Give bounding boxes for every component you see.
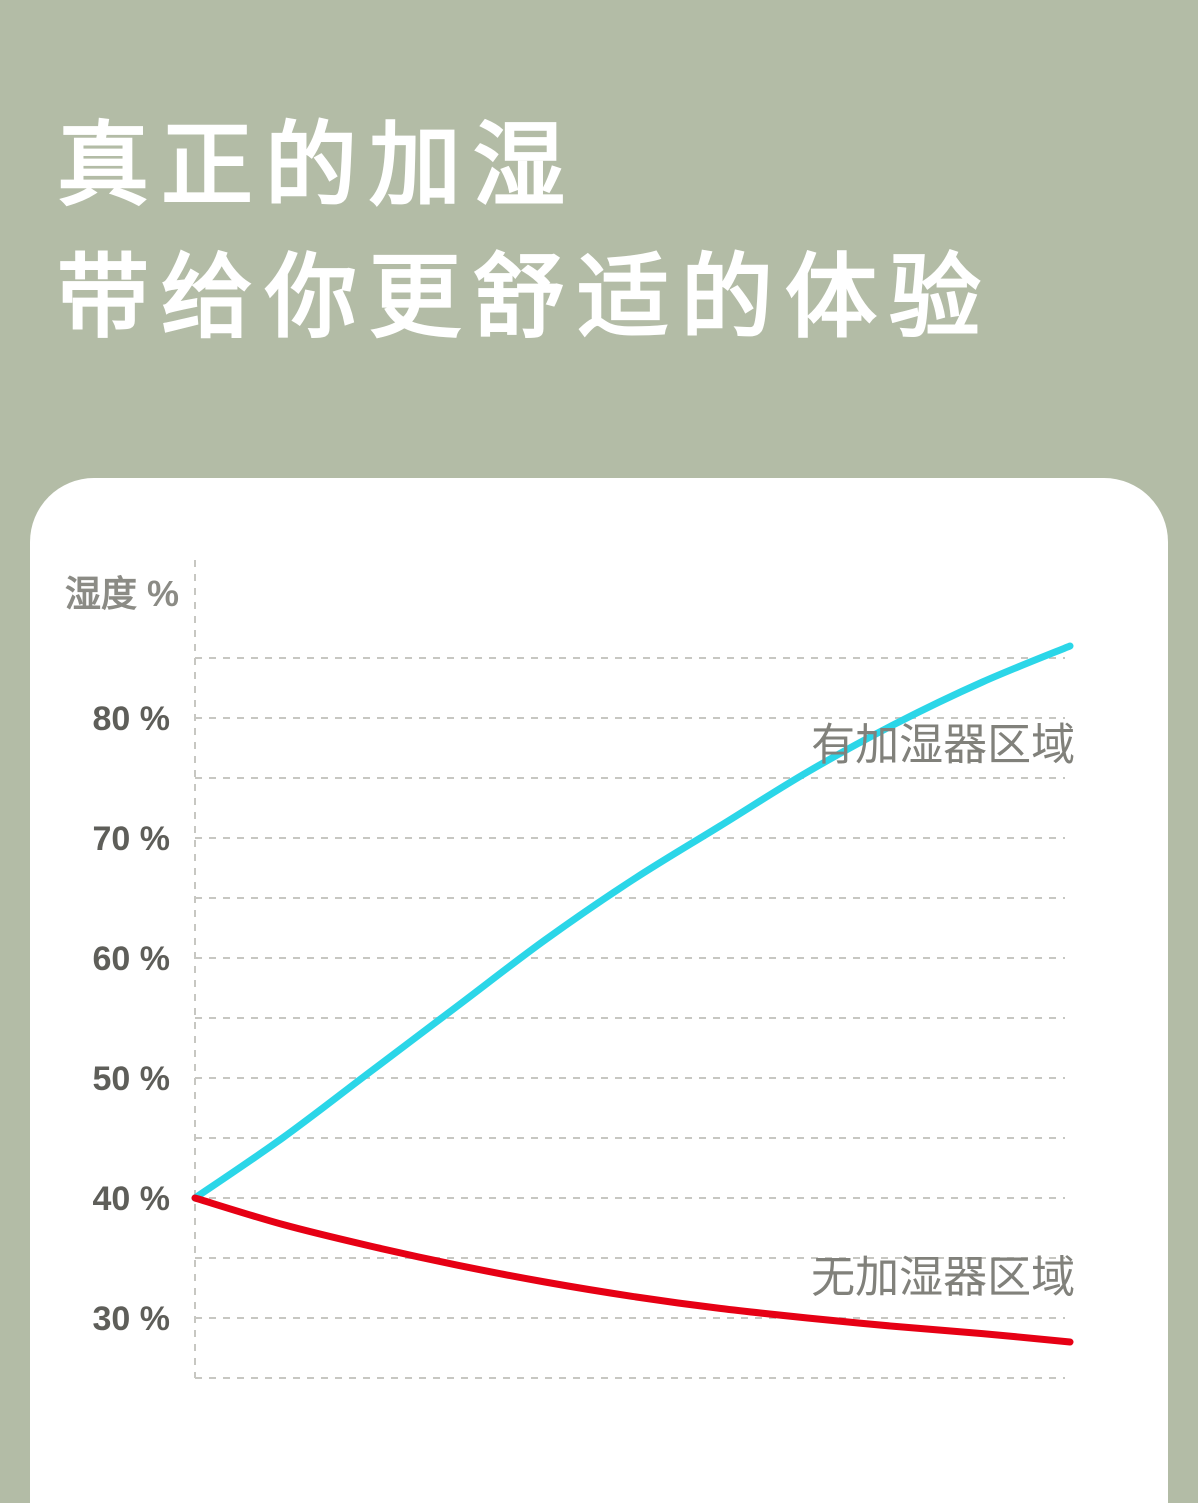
y-tick-50: 50 % [93,1060,171,1098]
title-line-1: 真正的加湿 [57,115,578,217]
y-tick-70: 70 % [93,820,171,858]
title-line-2: 带给你更舒适的体验 [57,247,994,349]
page-title: 真正的加湿 带给你更舒适的体验 [57,100,993,364]
series-annotation-0: 有加湿器区域 [811,720,1075,769]
series-annotation-1: 无加湿器区域 [811,1253,1075,1302]
series-line-1 [191,1194,1074,1346]
y-tick-80: 80 % [93,700,171,738]
y-axis-label: 湿度 % [65,573,179,614]
y-tick-60: 60 % [93,940,171,978]
chart-card: 湿度 % 80 % 70 % 60 % 50 % 40 % 30 % 有加湿器区域 无加湿器区域 [30,478,1168,1503]
series-line-0 [191,642,1074,1202]
y-tick-30: 30 % [93,1300,171,1338]
y-tick-40: 40 % [93,1180,171,1218]
